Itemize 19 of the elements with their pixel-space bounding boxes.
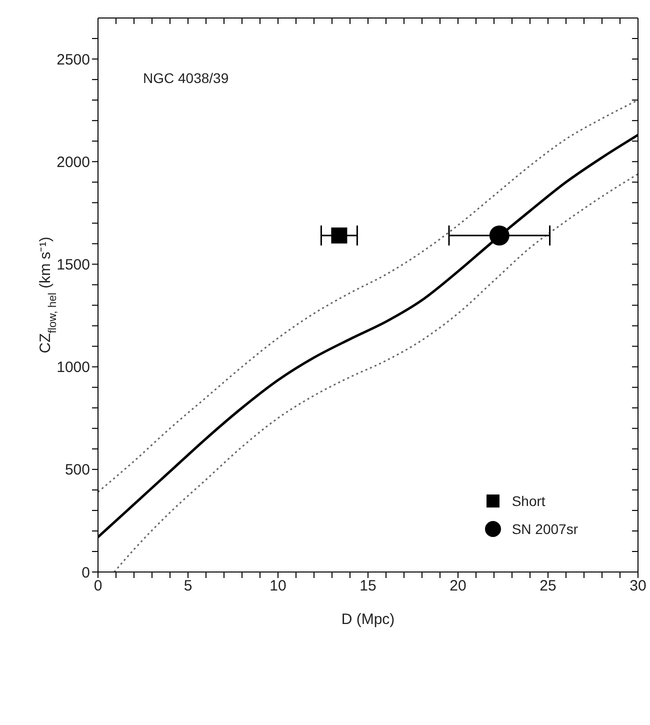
x-tick-label: 15 [360,578,376,595]
y-tick-label: 2500 [56,51,90,68]
x-axis-title: D (Mpc) [341,611,395,628]
legend-label: Short [512,493,546,509]
y-tick-label: 0 [82,564,90,582]
line-series [113,173,638,572]
x-tick-label: 5 [184,578,192,595]
y-tick-label: 2000 [56,154,90,171]
x-tick-label: 25 [540,578,556,595]
y-tick-label: 1500 [56,256,90,274]
line-series [98,99,638,493]
x-tick-label: 20 [450,578,466,595]
annotation: NGC 4038/39 [143,70,229,86]
x-tick-label: 0 [94,578,102,595]
y-tick-label: 500 [64,462,90,479]
x-tick-label: 10 [270,578,286,595]
legend-label: SN 2007sr [512,521,578,537]
x-tick-label: 30 [630,578,646,595]
y-tick-label: 1000 [56,359,90,376]
